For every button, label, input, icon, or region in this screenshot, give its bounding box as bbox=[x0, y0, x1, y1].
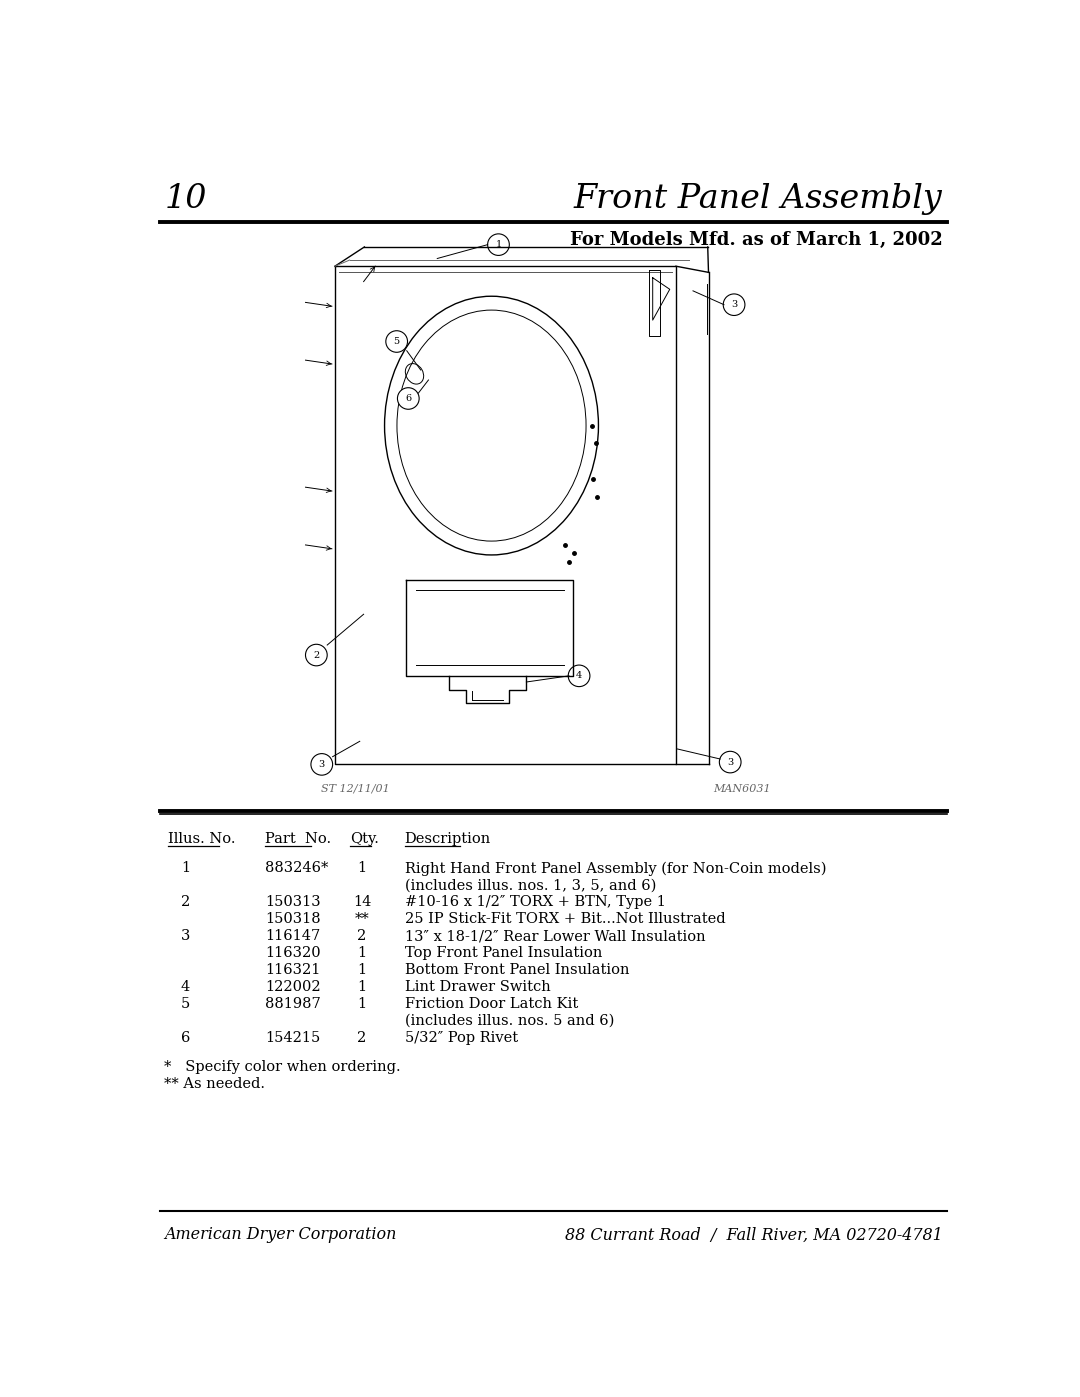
Text: (includes illus. nos. 1, 3, 5, and 6): (includes illus. nos. 1, 3, 5, and 6) bbox=[405, 879, 656, 893]
Text: **: ** bbox=[354, 912, 369, 926]
Text: 10: 10 bbox=[164, 183, 207, 215]
Text: 3: 3 bbox=[727, 757, 733, 767]
Text: Lint Drawer Switch: Lint Drawer Switch bbox=[405, 979, 551, 995]
Text: 13″ x 18-1/2″ Rear Lower Wall Insulation: 13″ x 18-1/2″ Rear Lower Wall Insulation bbox=[405, 929, 705, 943]
Text: American Dryer Corporation: American Dryer Corporation bbox=[164, 1227, 396, 1243]
Circle shape bbox=[724, 293, 745, 316]
Text: 1: 1 bbox=[180, 862, 190, 876]
Text: 3: 3 bbox=[731, 300, 738, 309]
Text: 2: 2 bbox=[357, 1031, 367, 1045]
Text: *   Specify color when ordering.: * Specify color when ordering. bbox=[164, 1060, 401, 1074]
Text: 122002: 122002 bbox=[266, 979, 321, 995]
Text: 5: 5 bbox=[180, 997, 190, 1011]
Text: 5/32″ Pop Rivet: 5/32″ Pop Rivet bbox=[405, 1031, 517, 1045]
Text: 3: 3 bbox=[180, 929, 190, 943]
Text: 5: 5 bbox=[393, 337, 400, 346]
Text: 88 Currant Road  /  Fall River, MA 02720-4781: 88 Currant Road / Fall River, MA 02720-4… bbox=[565, 1227, 943, 1243]
Circle shape bbox=[719, 752, 741, 773]
Text: Qty.: Qty. bbox=[350, 833, 379, 847]
Text: 1: 1 bbox=[357, 862, 366, 876]
Text: 6: 6 bbox=[180, 1031, 190, 1045]
Text: 4: 4 bbox=[576, 672, 582, 680]
Text: 116321: 116321 bbox=[266, 963, 321, 977]
Text: 14: 14 bbox=[353, 895, 372, 909]
Text: Front Panel Assembly: Front Panel Assembly bbox=[573, 183, 943, 215]
Text: Bottom Front Panel Insulation: Bottom Front Panel Insulation bbox=[405, 963, 630, 977]
Text: (includes illus. nos. 5 and 6): (includes illus. nos. 5 and 6) bbox=[405, 1014, 615, 1028]
Text: 2: 2 bbox=[180, 895, 190, 909]
Text: MAN6031: MAN6031 bbox=[713, 784, 770, 793]
Text: Top Front Panel Insulation: Top Front Panel Insulation bbox=[405, 946, 602, 960]
Text: ST 12/11/01: ST 12/11/01 bbox=[321, 784, 390, 793]
Text: 116147: 116147 bbox=[266, 929, 321, 943]
Text: 1: 1 bbox=[357, 979, 366, 995]
Text: 1: 1 bbox=[357, 946, 366, 960]
Text: 881987: 881987 bbox=[266, 997, 321, 1011]
Circle shape bbox=[386, 331, 407, 352]
Text: 1: 1 bbox=[496, 240, 501, 249]
Text: 116320: 116320 bbox=[266, 946, 321, 960]
Text: 6: 6 bbox=[405, 394, 411, 402]
Text: #10-16 x 1/2″ TORX + BTN, Type 1: #10-16 x 1/2″ TORX + BTN, Type 1 bbox=[405, 895, 665, 909]
Circle shape bbox=[568, 665, 590, 686]
Text: 154215: 154215 bbox=[266, 1031, 321, 1045]
Circle shape bbox=[311, 753, 333, 775]
Circle shape bbox=[488, 233, 510, 256]
Circle shape bbox=[306, 644, 327, 666]
Text: 150313: 150313 bbox=[266, 895, 321, 909]
Text: For Models Mfd. as of March 1, 2002: For Models Mfd. as of March 1, 2002 bbox=[570, 231, 943, 249]
Text: 883246*: 883246* bbox=[266, 862, 328, 876]
Circle shape bbox=[397, 388, 419, 409]
Text: 2: 2 bbox=[313, 651, 320, 659]
Text: Friction Door Latch Kit: Friction Door Latch Kit bbox=[405, 997, 578, 1011]
Text: 3: 3 bbox=[319, 760, 325, 768]
Text: ** As needed.: ** As needed. bbox=[164, 1077, 266, 1091]
Text: 1: 1 bbox=[357, 997, 366, 1011]
Text: Right Hand Front Panel Assembly (for Non-Coin models): Right Hand Front Panel Assembly (for Non… bbox=[405, 862, 826, 876]
Text: 4: 4 bbox=[180, 979, 190, 995]
Text: 150318: 150318 bbox=[266, 912, 321, 926]
Text: Illus. No.: Illus. No. bbox=[168, 833, 235, 847]
Text: Description: Description bbox=[405, 833, 491, 847]
Text: Part  No.: Part No. bbox=[266, 833, 332, 847]
Text: 1: 1 bbox=[357, 963, 366, 977]
Text: 25 IP Stick-Fit TORX + Bit...Not Illustrated: 25 IP Stick-Fit TORX + Bit...Not Illustr… bbox=[405, 912, 726, 926]
Text: 2: 2 bbox=[357, 929, 367, 943]
